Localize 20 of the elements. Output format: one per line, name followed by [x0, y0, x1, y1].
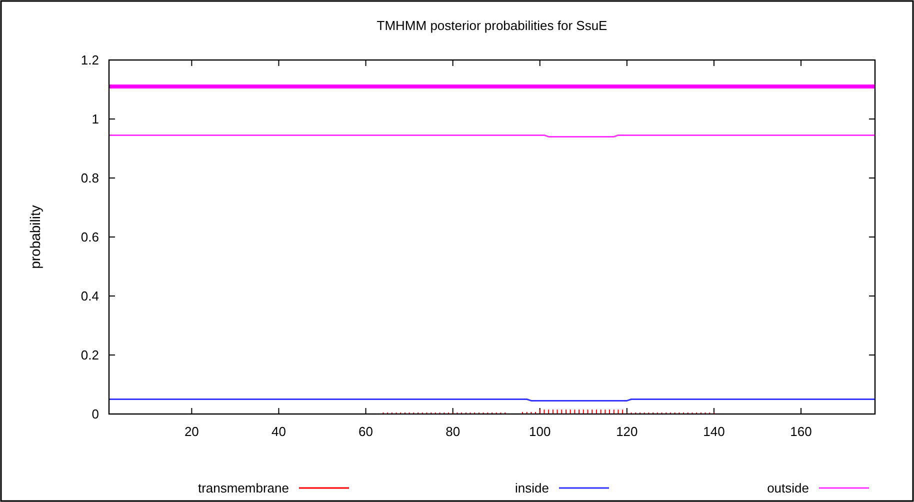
legend-label: outside — [767, 480, 809, 496]
y-tick-label: 1.2 — [80, 52, 99, 68]
x-tick-label: 80 — [446, 424, 460, 439]
legend-label: inside — [515, 480, 549, 496]
y-tick-label: 0.8 — [80, 170, 99, 186]
x-tick-label: 60 — [358, 424, 374, 439]
x-tick-label: 40 — [272, 424, 286, 439]
y-tick-label: 0.2 — [80, 348, 99, 363]
legend-label: transmembrane — [198, 480, 289, 496]
y-tick-label: 0.4 — [80, 288, 99, 304]
x-tick-label: 100 — [529, 424, 551, 439]
y-tick-label: 0.6 — [80, 230, 99, 245]
chart-title: TMHMM posterior probabilities for SsuE — [376, 18, 608, 33]
x-tick-label: 140 — [703, 424, 725, 439]
x-tick-label: 120 — [616, 424, 638, 439]
x-tick-label: 20 — [184, 424, 199, 439]
x-tick-label: 160 — [790, 424, 812, 439]
y-tick-label: 1 — [92, 112, 99, 127]
y-tick-label: 0 — [92, 406, 99, 422]
y-axis-title: probability — [27, 205, 43, 269]
